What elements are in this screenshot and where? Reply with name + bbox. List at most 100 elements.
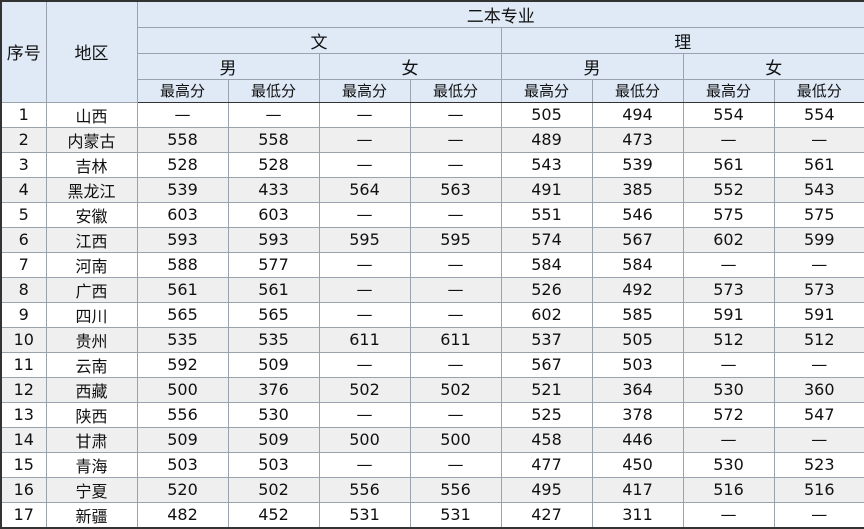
region-cell: 青海 [45, 451, 138, 478]
table-row: 15 青海 503 503— —477 450 530 523 [0, 451, 864, 478]
score-cell: 502 [227, 476, 320, 503]
score-cell: — [318, 401, 411, 428]
score-cell: 537 [500, 326, 593, 353]
seq-cell: 11 [0, 351, 47, 378]
score-cell: 528 [136, 151, 229, 178]
seq-cell: 1 [0, 101, 47, 128]
score-cell: 531 [318, 501, 411, 528]
score-cell: 376 [227, 376, 320, 403]
score-cell: — [682, 351, 775, 378]
score-cell: 547 [773, 401, 864, 428]
header-max: 最高分 [500, 79, 593, 103]
seq-cell: 8 [0, 276, 47, 303]
score-cell: 558 [136, 126, 229, 153]
table-row: 4 黑龙江 539 433 564 563 491 385 552 543 [0, 176, 864, 203]
score-cell: — [409, 351, 502, 378]
region-cell: 山西 [45, 101, 138, 128]
score-cell: — [409, 401, 502, 428]
score-cell: 530 [682, 376, 775, 403]
score-cell: 567 [500, 351, 593, 378]
region-cell: 安徽 [45, 201, 138, 228]
score-cell: — [318, 301, 411, 328]
score-cell: 525 [500, 401, 593, 428]
score-cell: 561 [227, 276, 320, 303]
score-cell: 593 [136, 226, 229, 253]
header-max: 最高分 [318, 79, 411, 103]
score-cell: 584 [500, 251, 593, 278]
score-cell: — [409, 251, 502, 278]
score-cell: 539 [136, 176, 229, 203]
score-cell: 516 [682, 476, 775, 503]
score-cell: 495 [500, 476, 593, 503]
score-cell: 521 [500, 376, 593, 403]
score-cell: 591 [773, 301, 864, 328]
score-cell: 561 [682, 151, 775, 178]
score-cell: 543 [500, 151, 593, 178]
score-cell: 446 [591, 426, 684, 453]
score-cell: 417 [591, 476, 684, 503]
seq-cell: 2 [0, 126, 47, 153]
score-cell: 588 [136, 251, 229, 278]
region-cell: 广西 [45, 276, 138, 303]
score-cell: 473 [591, 126, 684, 153]
score-cell: 565 [136, 301, 229, 328]
region-cell: 云南 [45, 351, 138, 378]
score-cell: — [136, 101, 229, 128]
score-cell: 385 [591, 176, 684, 203]
score-cell: 565 [227, 301, 320, 328]
score-cell: 523 [773, 451, 864, 478]
score-cell: 509 [227, 426, 320, 453]
header-wen: 文 [136, 27, 502, 54]
score-cell: 503 [227, 451, 320, 478]
score-cell: — [318, 276, 411, 303]
score-cell: 502 [409, 376, 502, 403]
table-row: 12 西藏 500 376 502 502 521 364 530 360 [0, 376, 864, 403]
table-row: 8 广西 561 561— —526 492 573 573 [0, 276, 864, 303]
score-cell: 500 [136, 376, 229, 403]
region-cell: 内蒙古 [45, 126, 138, 153]
seq-cell: 9 [0, 301, 47, 328]
table-row: 3 吉林 528 528— —543 539 561 561 [0, 151, 864, 178]
table-row: 6 江西 593 593 595 595 574 567 602 599 [0, 226, 864, 253]
score-cell: 563 [409, 176, 502, 203]
seq-cell: 5 [0, 201, 47, 228]
header-li-male: 男 [500, 53, 684, 80]
score-cell: 573 [682, 276, 775, 303]
score-cell: 520 [136, 476, 229, 503]
score-cell: — [318, 101, 411, 128]
score-cell: — [682, 501, 775, 528]
header-wen-male: 男 [136, 53, 320, 80]
score-cell: 477 [500, 451, 593, 478]
score-cell: 360 [773, 376, 864, 403]
score-cell: 599 [773, 226, 864, 253]
score-cell: 575 [773, 201, 864, 228]
seq-cell: 17 [0, 501, 47, 528]
header-min: 最低分 [409, 79, 502, 103]
table-body: 1 山西 — — — —505 494 554 554 2 内蒙古 558 558— —489 473— —3… [0, 101, 864, 528]
header-min: 最低分 [227, 79, 320, 103]
region-cell: 吉林 [45, 151, 138, 178]
header-seq: 序号 [0, 0, 47, 103]
score-cell: 482 [136, 501, 229, 528]
header-group: 二本专业 [136, 0, 864, 28]
score-cell: 584 [591, 251, 684, 278]
score-cell: 611 [409, 326, 502, 353]
score-cell: — [227, 101, 320, 128]
score-cell: 500 [409, 426, 502, 453]
score-cell: — [409, 151, 502, 178]
score-cell: 573 [773, 276, 864, 303]
score-cell: — [318, 451, 411, 478]
score-cell: 595 [318, 226, 411, 253]
score-cell: 575 [682, 201, 775, 228]
score-cell: 364 [591, 376, 684, 403]
region-cell: 陕西 [45, 401, 138, 428]
seq-cell: 13 [0, 401, 47, 428]
header-li: 理 [500, 27, 864, 54]
table-row: 13 陕西 556 530— —525 378 572 547 [0, 401, 864, 428]
score-cell: 489 [500, 126, 593, 153]
header-max: 最高分 [136, 79, 229, 103]
header-region: 地区 [45, 0, 138, 103]
score-cell: 509 [227, 351, 320, 378]
score-cell: 512 [682, 326, 775, 353]
